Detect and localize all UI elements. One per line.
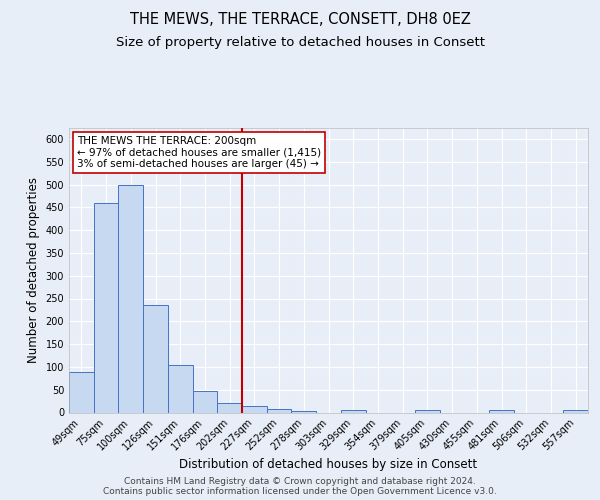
Text: THE MEWS THE TERRACE: 200sqm
← 97% of detached houses are smaller (1,415)
3% of : THE MEWS THE TERRACE: 200sqm ← 97% of de… [77, 136, 321, 170]
Bar [143, 306, 168, 412]
Text: Contains HM Land Registry data © Crown copyright and database right 2024.
Contai: Contains HM Land Registry data © Crown c… [103, 476, 497, 496]
Bar [168, 364, 193, 412]
Bar [217, 404, 242, 412]
Bar [193, 391, 217, 412]
Bar [489, 410, 514, 412]
Bar [341, 410, 365, 412]
Bar [242, 406, 267, 412]
Y-axis label: Number of detached properties: Number of detached properties [27, 177, 40, 363]
X-axis label: Distribution of detached houses by size in Consett: Distribution of detached houses by size … [179, 458, 478, 471]
Bar [563, 410, 588, 412]
Bar [267, 409, 292, 412]
Bar [94, 202, 118, 412]
Text: Size of property relative to detached houses in Consett: Size of property relative to detached ho… [115, 36, 485, 49]
Bar [69, 372, 94, 412]
Bar [118, 184, 143, 412]
Bar [292, 411, 316, 412]
Text: THE MEWS, THE TERRACE, CONSETT, DH8 0EZ: THE MEWS, THE TERRACE, CONSETT, DH8 0EZ [130, 12, 470, 28]
Bar [415, 410, 440, 412]
